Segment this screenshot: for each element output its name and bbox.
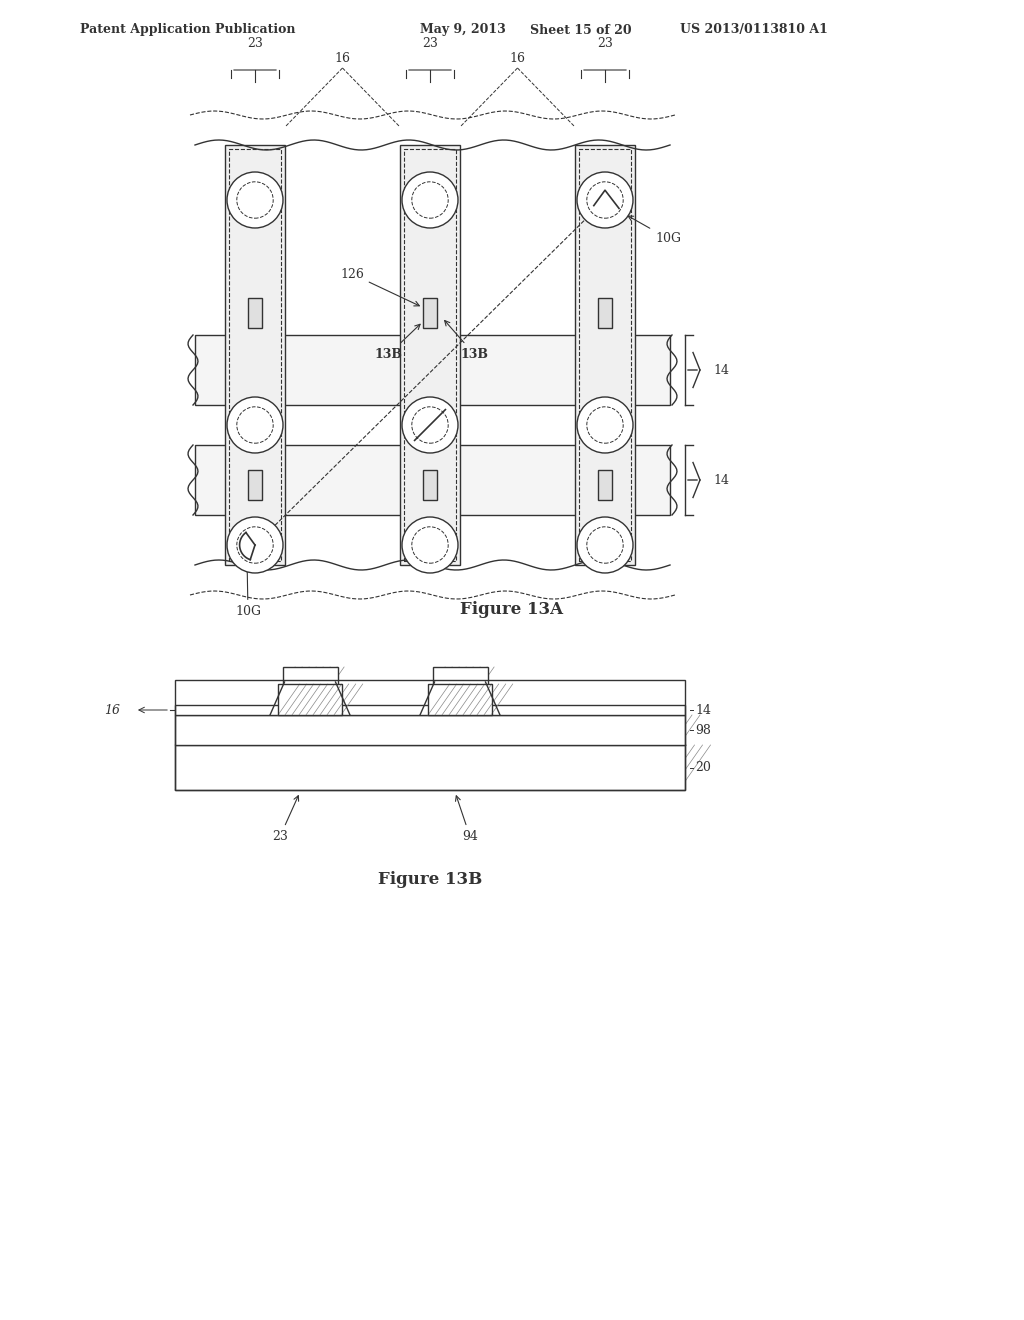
Text: 10G: 10G (628, 216, 681, 246)
Text: 23: 23 (272, 796, 299, 843)
Text: 14: 14 (713, 474, 729, 487)
Bar (575, 145, 635, 565)
Circle shape (577, 397, 633, 453)
Bar (195, 335, 670, 405)
Text: Figure 13B: Figure 13B (378, 871, 482, 888)
Bar (248, 470, 262, 500)
Bar (175, 744, 685, 789)
Bar (423, 297, 437, 327)
Text: 126: 126 (340, 268, 420, 306)
Polygon shape (428, 684, 492, 715)
Bar (432, 667, 487, 685)
Bar (423, 470, 437, 500)
Bar (195, 445, 670, 515)
Bar (283, 667, 338, 685)
Polygon shape (278, 684, 342, 715)
Text: 14: 14 (713, 363, 729, 376)
Text: 98: 98 (695, 723, 711, 737)
Bar (248, 297, 262, 327)
Bar (598, 470, 612, 500)
Circle shape (227, 517, 283, 573)
Text: Figure 13A: Figure 13A (461, 602, 563, 619)
Text: 13B: 13B (444, 321, 488, 360)
Text: 10G: 10G (234, 541, 261, 618)
Circle shape (402, 397, 458, 453)
Circle shape (227, 172, 283, 228)
Circle shape (577, 517, 633, 573)
Text: 94: 94 (456, 796, 478, 843)
Bar (598, 297, 612, 327)
Circle shape (402, 172, 458, 228)
Text: Patent Application Publication: Patent Application Publication (80, 24, 296, 37)
Bar (175, 715, 685, 744)
Text: 23: 23 (597, 37, 613, 50)
Text: 20: 20 (695, 762, 711, 774)
Text: 16: 16 (104, 704, 120, 717)
Bar (404, 149, 456, 561)
Text: 14: 14 (695, 704, 711, 717)
Circle shape (402, 517, 458, 573)
Bar (225, 145, 285, 565)
Bar (229, 149, 281, 561)
Bar (428, 684, 492, 715)
Text: 13B: 13B (375, 325, 420, 360)
Bar (579, 149, 631, 561)
Text: Sheet 15 of 20: Sheet 15 of 20 (530, 24, 632, 37)
Text: 23: 23 (247, 37, 263, 50)
Text: 23: 23 (422, 37, 438, 50)
Bar (400, 145, 460, 565)
Text: US 2013/0113810 A1: US 2013/0113810 A1 (680, 24, 827, 37)
Bar (278, 684, 342, 715)
Bar (175, 705, 685, 715)
Text: 16: 16 (510, 51, 525, 65)
Bar (175, 680, 685, 789)
Circle shape (227, 397, 283, 453)
Text: 16: 16 (335, 51, 350, 65)
Circle shape (577, 172, 633, 228)
Text: May 9, 2013: May 9, 2013 (420, 24, 506, 37)
